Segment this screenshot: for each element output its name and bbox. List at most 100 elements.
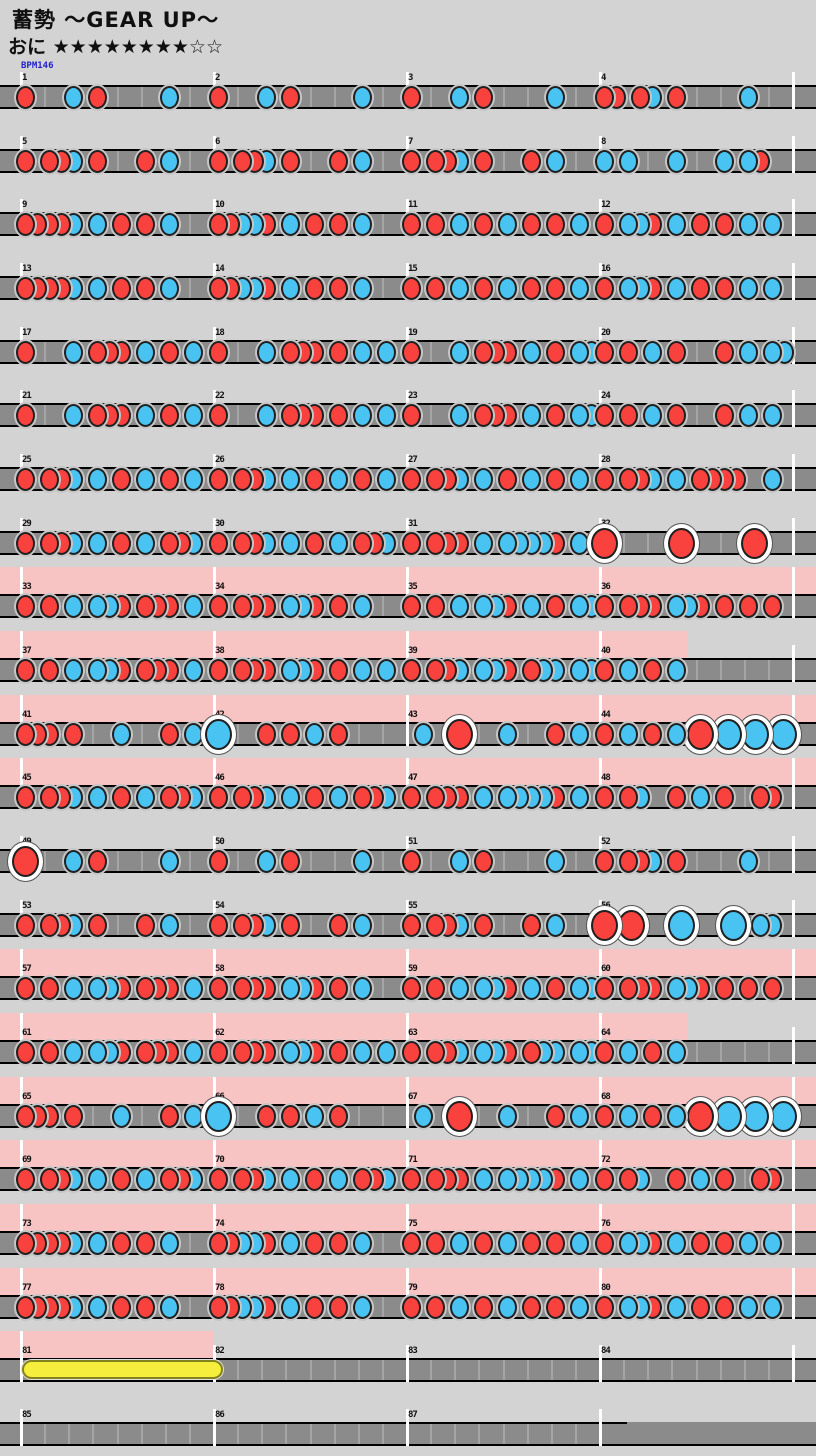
ka-note xyxy=(751,913,771,937)
don-note xyxy=(666,849,686,873)
don-note xyxy=(280,85,300,109)
ka-note xyxy=(618,276,638,300)
beat-divider xyxy=(574,851,577,871)
don-note xyxy=(160,467,180,491)
gogo-band xyxy=(0,949,214,976)
don-note xyxy=(401,976,421,1000)
measure-number: 44 xyxy=(601,710,611,720)
don-note xyxy=(425,212,445,236)
beat-divider xyxy=(574,1360,577,1380)
beat-divider xyxy=(381,1233,384,1253)
don-note xyxy=(63,1104,83,1128)
measure-number: 15 xyxy=(408,264,418,274)
big-ka-note xyxy=(742,1100,770,1132)
ka-note xyxy=(256,849,276,873)
beat-divider xyxy=(574,87,577,107)
measure-number: 9 xyxy=(22,200,28,210)
don-note xyxy=(425,276,445,300)
gogo-band xyxy=(600,631,687,658)
measure-number: 29 xyxy=(22,519,32,529)
beat-divider xyxy=(309,915,312,935)
measure-number: 10 xyxy=(215,200,225,210)
difficulty-stars: おに ★★★★★★★★☆☆ xyxy=(8,32,223,59)
ka-note xyxy=(413,1104,433,1128)
measure-number: 5 xyxy=(22,137,28,147)
don-note xyxy=(15,1295,35,1319)
measure-line xyxy=(406,567,409,618)
ka-note xyxy=(160,1231,180,1255)
don-note xyxy=(280,403,300,427)
don-note xyxy=(691,212,710,236)
don-note xyxy=(715,276,735,300)
beat-divider xyxy=(719,1360,722,1380)
measure-line xyxy=(20,949,23,1000)
measure-line xyxy=(20,1268,23,1319)
measure-number: 81 xyxy=(22,1346,32,1356)
don-note xyxy=(473,340,493,364)
bpm-label: BPM146 xyxy=(21,61,54,71)
beat-divider xyxy=(381,278,384,298)
beat-divider xyxy=(743,1360,746,1380)
measure-number: 68 xyxy=(601,1092,611,1102)
don-note xyxy=(136,1295,156,1319)
don-note xyxy=(618,785,638,809)
ka-note xyxy=(449,212,469,236)
measure-line xyxy=(792,72,795,109)
ka-note xyxy=(666,1104,686,1128)
measure-number: 19 xyxy=(408,328,418,338)
gogo-band xyxy=(407,1013,600,1040)
gogo-band xyxy=(407,1077,600,1104)
ka-note xyxy=(377,658,397,682)
beat-divider xyxy=(743,660,746,680)
ka-note xyxy=(498,1295,517,1319)
don-note xyxy=(546,340,566,364)
measure-line xyxy=(792,327,795,364)
beat-divider xyxy=(116,151,119,171)
measure-number: 86 xyxy=(215,1410,225,1420)
gogo-band xyxy=(0,1331,214,1358)
don-note xyxy=(15,340,35,364)
ka-note xyxy=(63,1040,83,1064)
page-title: 蓄勢 ～GEAR UP～ xyxy=(12,8,220,32)
measure-line xyxy=(792,263,795,300)
ka-note xyxy=(329,1167,349,1191)
ka-note xyxy=(618,1040,638,1064)
beat-divider xyxy=(526,851,529,871)
gogo-band xyxy=(214,1077,407,1104)
ka-note xyxy=(666,658,686,682)
big-ka-note xyxy=(770,718,798,750)
don-note xyxy=(546,1104,566,1128)
gogo-band xyxy=(407,1140,600,1167)
ka-note xyxy=(449,849,469,873)
beat-divider xyxy=(285,1360,288,1380)
ka-note xyxy=(666,976,686,1000)
big-ka-note xyxy=(204,718,232,750)
don-note xyxy=(232,594,252,618)
difficulty-label: おに xyxy=(8,36,47,58)
don-note xyxy=(715,403,735,427)
don-note xyxy=(15,785,35,809)
gogo-band xyxy=(600,695,816,722)
don-note xyxy=(522,913,542,937)
drumroll-note xyxy=(22,1360,224,1379)
ka-note xyxy=(618,1231,638,1255)
measure-number: 33 xyxy=(22,582,32,592)
don-note xyxy=(232,913,252,937)
ka-note xyxy=(184,1040,204,1064)
gogo-band xyxy=(0,1140,214,1167)
don-note xyxy=(594,1104,614,1128)
beat-divider xyxy=(502,915,505,935)
ka-note xyxy=(377,340,397,364)
beat-divider xyxy=(478,1106,481,1126)
don-note xyxy=(425,913,445,937)
measure-number: 74 xyxy=(215,1219,225,1229)
measure-number: 26 xyxy=(215,455,225,465)
ka-note xyxy=(184,403,204,427)
don-note xyxy=(280,849,300,873)
ka-note xyxy=(87,276,107,300)
don-note xyxy=(136,976,156,1000)
ka-note xyxy=(160,276,180,300)
measure-number: 20 xyxy=(601,328,611,338)
measure-number: 40 xyxy=(601,646,611,656)
beat-divider xyxy=(44,1424,47,1444)
